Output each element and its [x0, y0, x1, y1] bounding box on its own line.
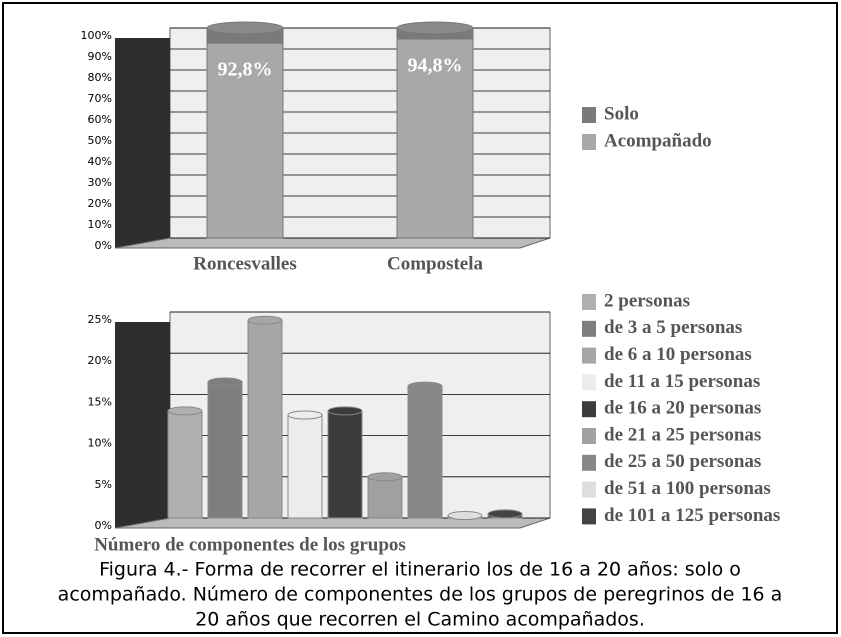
value-label: 92,8% [218, 59, 273, 81]
legend-swatch [582, 348, 596, 364]
side-wall [115, 38, 170, 248]
y-tick-label: 0% [95, 519, 112, 532]
y-tick-label: 50% [88, 134, 112, 147]
y-tick-label: 20% [88, 354, 112, 367]
bar-cap [488, 510, 522, 518]
page: Número de componentes de los grupos Figu… [0, 0, 841, 637]
legend-swatch [582, 401, 596, 417]
legend-swatch [582, 107, 596, 123]
legend-label: de 11 a 15 personas [604, 371, 760, 392]
x-axis-label: Número de componentes de los grupos [94, 534, 406, 555]
legend-label: de 6 a 10 personas [604, 344, 752, 365]
y-tick-label: 15% [88, 395, 112, 408]
legend-label: de 25 a 50 personas [604, 451, 761, 472]
bar-cap [207, 22, 283, 34]
y-tick-label: 20% [88, 197, 112, 210]
y-tick-label: 25% [88, 313, 112, 326]
caption: 20 años que recorren el Camino acompañad… [195, 609, 645, 631]
bar [368, 477, 402, 518]
bar [288, 415, 322, 518]
caption: Figura 4.- Forma de recorrer el itinerar… [99, 559, 741, 581]
legend-label: de 21 a 25 personas [604, 424, 761, 445]
x-tick-label: Roncesvalles [193, 253, 296, 274]
y-tick-label: 0% [95, 239, 112, 252]
side-wall [115, 322, 170, 528]
bar-cap [397, 22, 473, 34]
y-tick-label: 40% [88, 155, 112, 168]
bar [248, 320, 282, 518]
bar-cap [368, 473, 402, 481]
bar [208, 382, 242, 518]
x-tick-label: Compostela [387, 253, 484, 274]
bar [168, 411, 202, 518]
legend-swatch [582, 482, 596, 498]
bar-cap [208, 378, 242, 386]
legend-swatch [582, 455, 596, 471]
bar [328, 411, 362, 518]
legend-swatch [582, 294, 596, 310]
y-tick-label: 10% [88, 218, 112, 231]
legend-label: 2 personas [604, 290, 690, 311]
bar-cap [288, 411, 322, 419]
bar-cap [448, 512, 482, 520]
floor [115, 518, 550, 528]
legend-label: Solo [604, 103, 639, 124]
value-label: 94,8% [408, 55, 463, 77]
legend-swatch [582, 508, 596, 524]
bar-cap [328, 407, 362, 415]
y-tick-label: 60% [88, 113, 112, 126]
y-tick-label: 30% [88, 176, 112, 189]
legend-label: Acompañado [604, 130, 712, 151]
bar [408, 386, 442, 518]
y-tick-label: 5% [95, 478, 112, 491]
legend-swatch [582, 428, 596, 444]
legend-swatch [582, 321, 596, 337]
y-tick-label: 70% [88, 92, 112, 105]
legend-label: de 101 a 125 personas [604, 505, 780, 526]
floor [115, 238, 550, 248]
caption: acompañado. Número de componentes de los… [58, 584, 783, 606]
legend-label: de 16 a 20 personas [604, 398, 761, 419]
bar-cap [408, 382, 442, 390]
y-tick-label: 10% [88, 437, 112, 450]
y-tick-label: 90% [88, 50, 112, 63]
legend-swatch [582, 134, 596, 150]
bar-cap [248, 316, 282, 324]
y-tick-label: 80% [88, 71, 112, 84]
legend-label: de 51 a 100 personas [604, 478, 771, 499]
legend-swatch [582, 374, 596, 390]
y-tick-label: 100% [81, 29, 112, 42]
figure: Número de componentes de los grupos Figu… [0, 0, 841, 637]
legend-label: de 3 a 5 personas [604, 317, 742, 338]
bar-cap [168, 407, 202, 415]
